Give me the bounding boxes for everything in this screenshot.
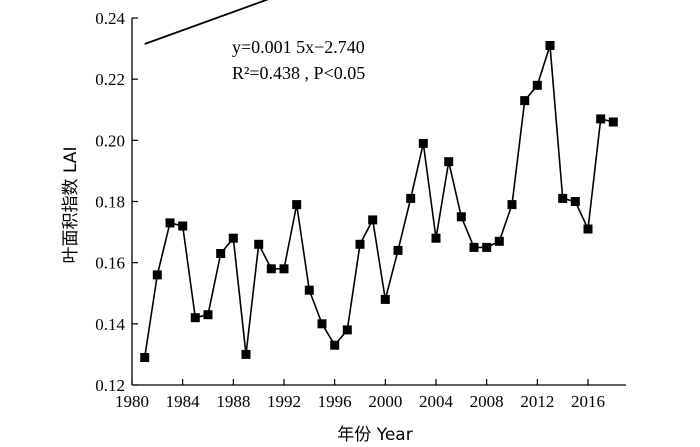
data-point xyxy=(228,233,238,243)
x-tick-label: 2016 xyxy=(571,392,605,411)
data-point xyxy=(216,249,226,258)
y-tick-label: 0.20 xyxy=(95,131,125,150)
x-tick-label: 2000 xyxy=(368,392,402,411)
data-point xyxy=(178,221,188,231)
data-point xyxy=(456,212,466,222)
x-tick-label: 1984 xyxy=(166,392,201,411)
y-tick-label: 0.16 xyxy=(95,254,125,273)
data-point xyxy=(608,117,618,127)
data-point xyxy=(482,242,492,252)
x-tick-label: 1988 xyxy=(216,392,250,411)
data-point xyxy=(570,197,580,206)
x-tick-label: 2004 xyxy=(419,392,454,411)
y-tick-label: 0.22 xyxy=(95,70,125,89)
trend-line xyxy=(144,0,269,45)
y-tick-label: 0.24 xyxy=(95,9,125,28)
data-point xyxy=(583,224,593,234)
series-group xyxy=(140,41,618,362)
x-axis-title: 年份 Year xyxy=(337,425,412,445)
data-point xyxy=(254,239,264,249)
data-point xyxy=(165,218,175,228)
data-point xyxy=(342,325,352,335)
series-line xyxy=(143,45,614,358)
x-tick-label: 1980 xyxy=(115,392,149,411)
data-point xyxy=(355,239,365,249)
x-tick-label: 1996 xyxy=(318,392,352,411)
data-point xyxy=(279,264,289,274)
x-tick-label: 2012 xyxy=(520,392,554,411)
data-point xyxy=(241,349,251,359)
data-point xyxy=(406,193,416,203)
x-tick-label: 1992 xyxy=(267,392,301,411)
data-point xyxy=(317,319,327,329)
data-point xyxy=(532,80,542,90)
data-point xyxy=(292,200,302,210)
data-point xyxy=(368,215,378,225)
data-point xyxy=(393,245,403,255)
regression-stats: R²=0.438 , P<0.05 xyxy=(232,63,365,83)
data-point xyxy=(520,96,530,106)
trend-line-group xyxy=(144,0,269,45)
data-point xyxy=(469,242,479,252)
y-tick-label: 0.12 xyxy=(95,376,125,395)
data-point xyxy=(266,264,276,274)
data-point xyxy=(431,233,441,243)
data-point xyxy=(444,157,454,167)
data-point xyxy=(507,200,517,210)
data-point xyxy=(545,41,555,50)
data-point xyxy=(304,285,314,295)
y-tick-label: 0.18 xyxy=(95,193,125,212)
regression-equation: y=0.001 5x−2.740 xyxy=(232,37,365,57)
data-point xyxy=(596,114,606,124)
data-point xyxy=(418,138,428,148)
data-point xyxy=(190,313,200,323)
x-ticks: 1980 1984 1988 1992 1996 2000 2004 2008 2012 2016 xyxy=(115,379,605,411)
data-point xyxy=(330,340,340,350)
x-tick-label: 2008 xyxy=(470,392,504,411)
y-ticks: 0.12 0.14 0.16 0.18 0.20 0.22 0.24 xyxy=(95,9,138,395)
data-point xyxy=(380,294,390,304)
data-point xyxy=(494,236,504,246)
data-point xyxy=(203,310,213,320)
y-axis-title: 叶面积指数 LAI xyxy=(61,147,81,264)
data-point xyxy=(558,193,568,203)
y-tick-label: 0.14 xyxy=(95,315,125,334)
data-point xyxy=(152,270,162,280)
data-point xyxy=(140,353,150,362)
